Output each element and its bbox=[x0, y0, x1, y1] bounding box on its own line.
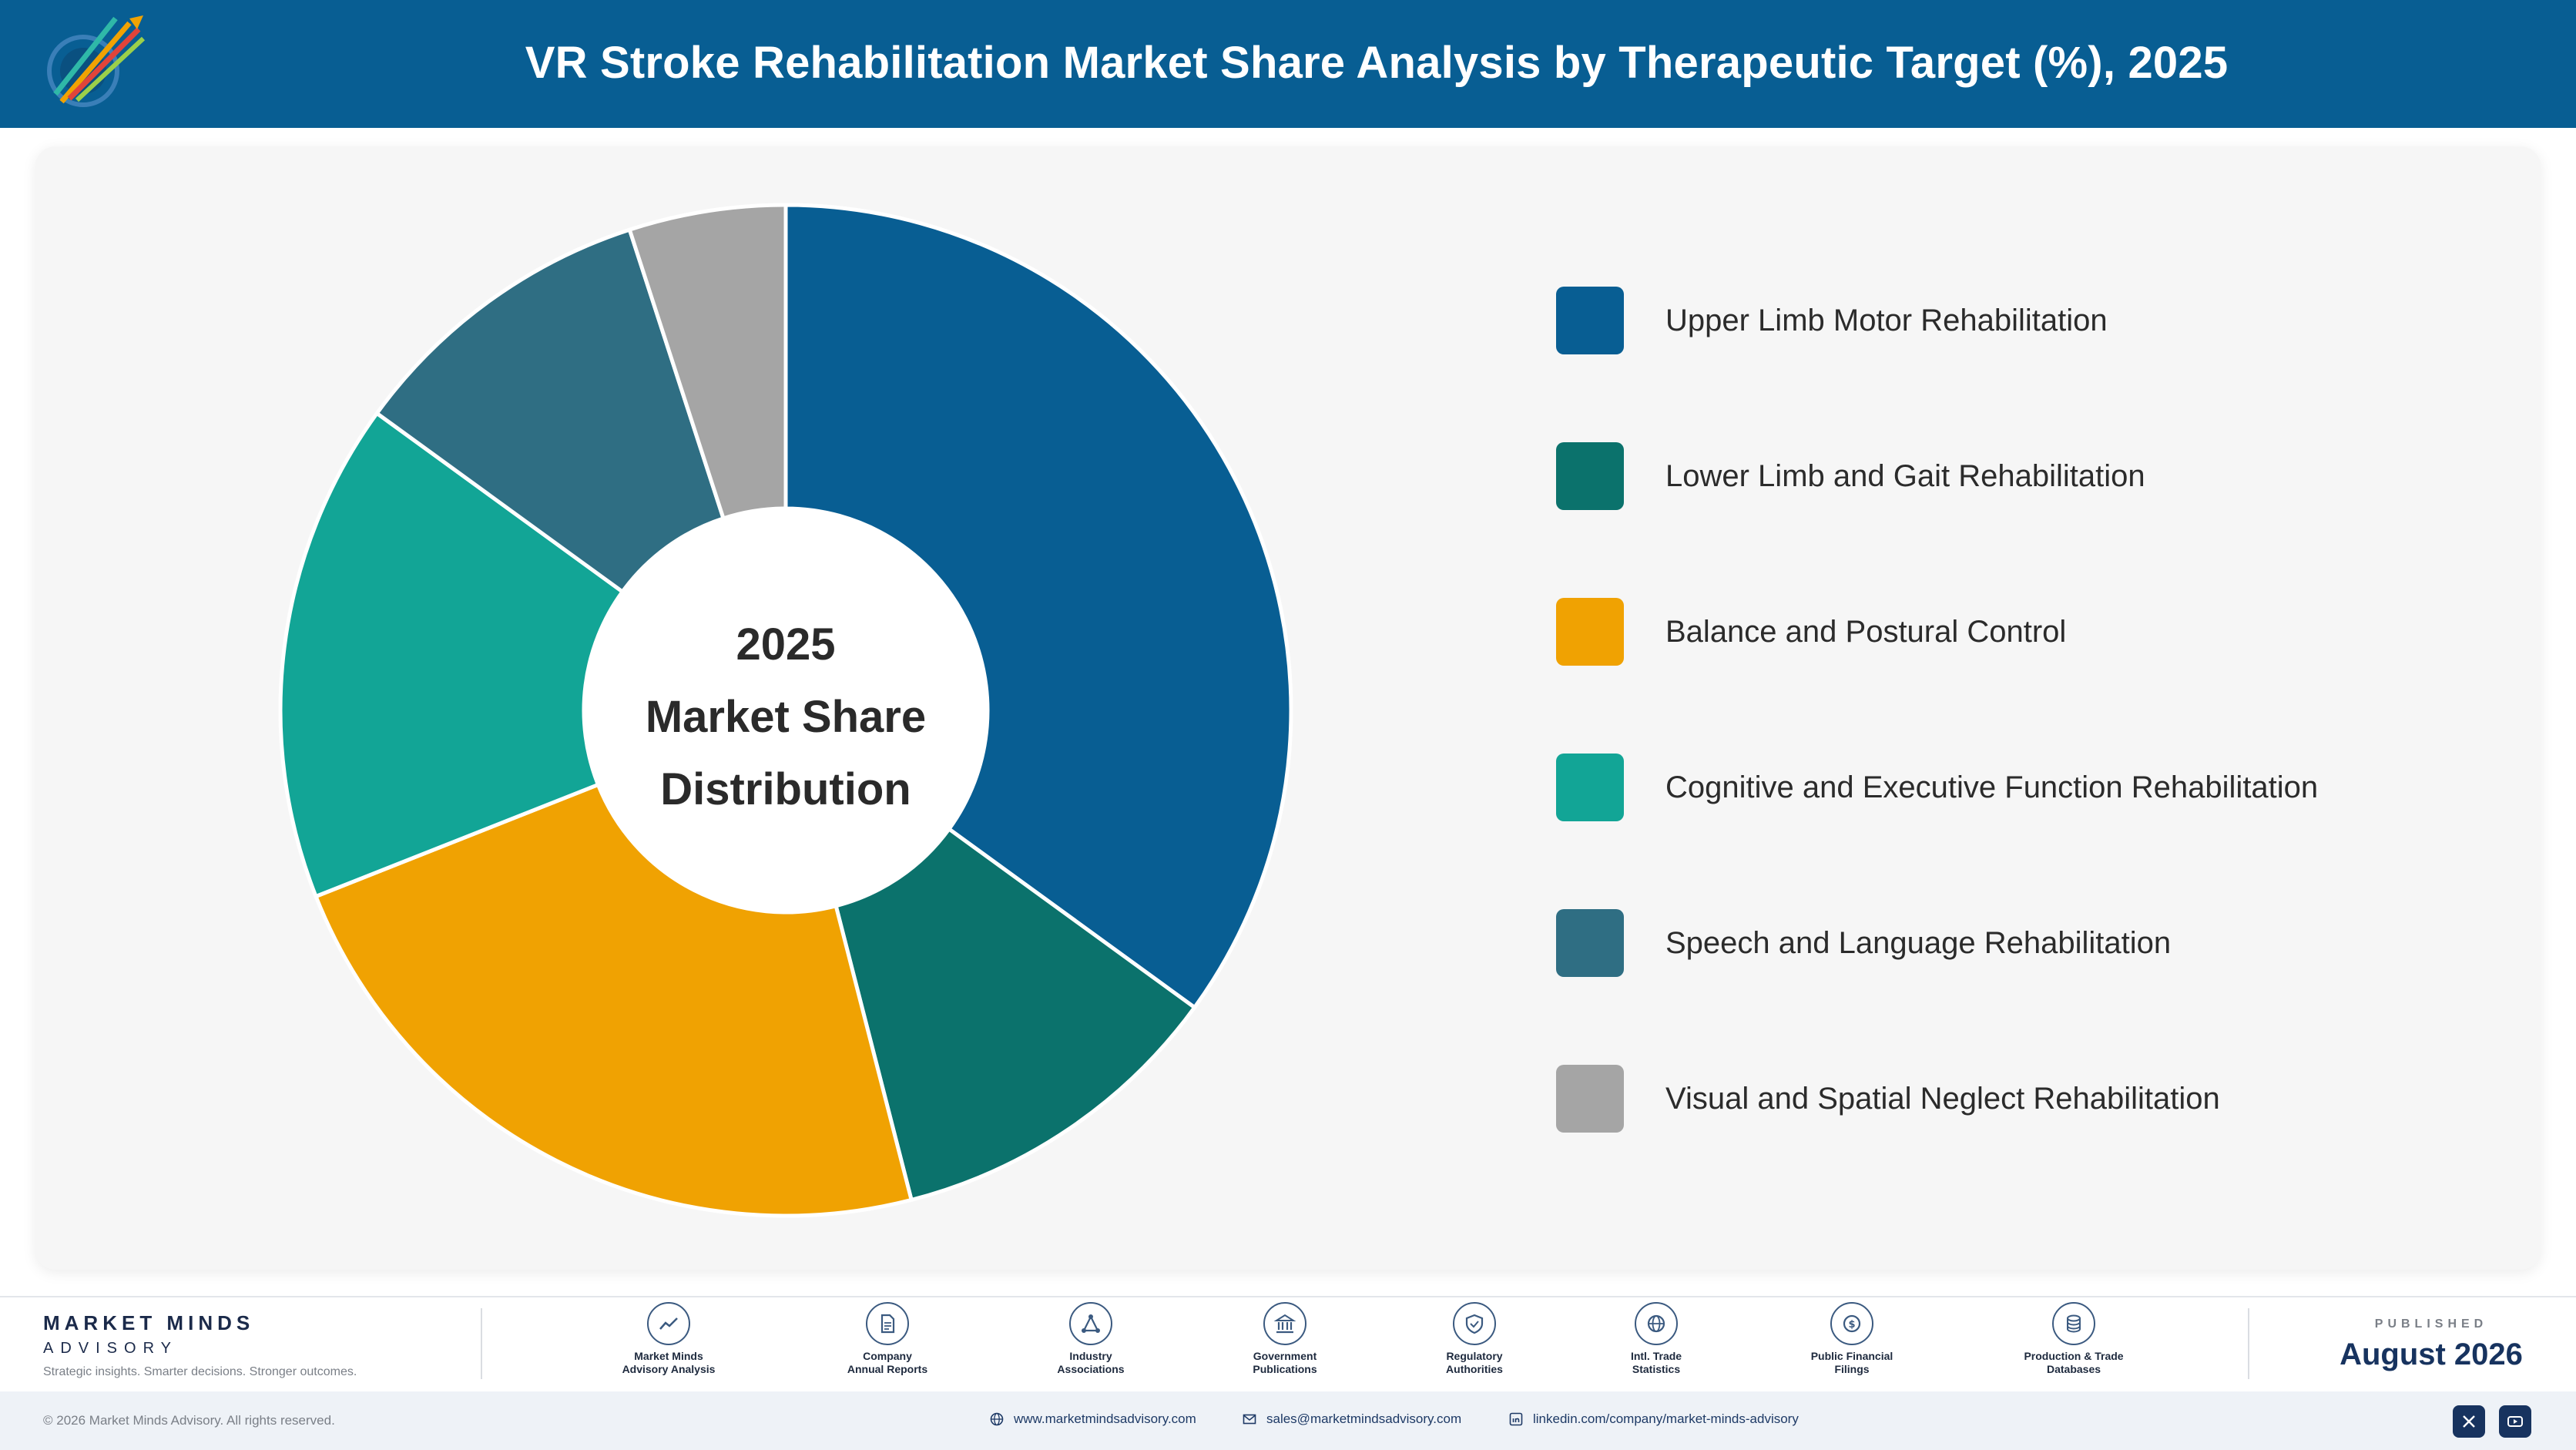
published-block: PUBLISHED August 2026 bbox=[2331, 1317, 2531, 1372]
legend-swatch bbox=[1556, 909, 1624, 977]
source-item: Regulatory Authorities bbox=[1397, 1302, 1551, 1376]
source-list: Market Minds Advisory Analysis Company A… bbox=[0, 1302, 2576, 1391]
legend-label: Speech and Language Rehabilitation bbox=[1665, 925, 2172, 960]
published-label: PUBLISHED bbox=[2374, 1317, 2488, 1331]
source-item: $ Public Financial Filings bbox=[1775, 1302, 1929, 1376]
legend-swatch bbox=[1556, 754, 1624, 821]
legend-label: Lower Limb and Gait Rehabilitation bbox=[1665, 458, 2145, 493]
legend-swatch bbox=[1556, 1065, 1624, 1133]
center-label-line3: Distribution bbox=[660, 764, 911, 814]
source-item: Intl. Trade Statistics bbox=[1579, 1302, 1733, 1376]
network-icon bbox=[1069, 1302, 1112, 1345]
database-icon bbox=[2052, 1302, 2095, 1345]
bottom-bar: © 2026 Market Minds Advisory. All rights… bbox=[0, 1391, 2576, 1450]
website-text: www.marketmindsadvisory.com bbox=[1014, 1411, 1196, 1426]
mail-icon bbox=[1243, 1414, 1256, 1425]
legend-item: Cognitive and Executive Function Rehabil… bbox=[1556, 754, 2519, 821]
source-item: Company Annual Reports bbox=[810, 1302, 964, 1376]
shield-icon bbox=[1453, 1302, 1496, 1345]
svg-text:$: $ bbox=[1848, 1319, 1855, 1331]
source-label: Production & Trade Databases bbox=[2024, 1350, 2124, 1375]
copyright-text: © 2026 Market Minds Advisory. All rights… bbox=[43, 1413, 335, 1428]
legend-swatch bbox=[1556, 287, 1624, 354]
source-item: Market Minds Advisory Analysis bbox=[592, 1302, 746, 1376]
donut-hole bbox=[584, 509, 988, 912]
trend-icon bbox=[647, 1302, 690, 1345]
legend-item: Visual and Spatial Neglect Rehabilitatio… bbox=[1556, 1065, 2519, 1133]
coin-icon: $ bbox=[1830, 1302, 1873, 1345]
source-label: Intl. Trade Statistics bbox=[1630, 1350, 1682, 1375]
legend-item: Balance and Postural Control bbox=[1556, 598, 2519, 666]
source-item: Production & Trade Databases bbox=[1997, 1302, 2151, 1376]
legend-label: Balance and Postural Control bbox=[1665, 614, 2067, 649]
header-bar: VR Stroke Rehabilitation Market Share An… bbox=[0, 0, 2576, 128]
footer: MARKET MINDS ADVISORY Strategic insights… bbox=[0, 1296, 2576, 1391]
source-label: Industry Associations bbox=[1057, 1350, 1125, 1375]
linkedin-text: linkedin.com/company/market-minds-adviso… bbox=[1533, 1411, 1799, 1426]
published-date: August 2026 bbox=[2340, 1338, 2523, 1371]
legend-label: Cognitive and Executive Function Rehabil… bbox=[1665, 770, 2319, 804]
youtube-icon bbox=[2507, 1416, 2523, 1427]
x-social-button[interactable] bbox=[2453, 1405, 2485, 1438]
brand-tagline: Strategic insights. Smarter decisions. S… bbox=[43, 1365, 357, 1378]
globe-icon bbox=[1635, 1302, 1678, 1345]
donut-center-label: 2025 Market Share Distribution bbox=[593, 609, 978, 826]
legend-label: Upper Limb Motor Rehabilitation bbox=[1665, 303, 2108, 337]
legend-item: Speech and Language Rehabilitation bbox=[1556, 909, 2519, 977]
divider bbox=[2248, 1308, 2249, 1379]
footer-brand: MARKET MINDS ADVISORY Strategic insights… bbox=[43, 1311, 357, 1379]
source-label: Government Publications bbox=[1253, 1350, 1317, 1375]
source-label: Market Minds Advisory Analysis bbox=[622, 1350, 716, 1375]
legend-label: Visual and Spatial Neglect Rehabilitatio… bbox=[1665, 1081, 2220, 1116]
center-label-line2: Market Share bbox=[645, 692, 927, 742]
page-title: VR Stroke Rehabilitation Market Share An… bbox=[525, 38, 2229, 88]
source-label: Regulatory Authorities bbox=[1446, 1350, 1503, 1375]
donut-chart bbox=[278, 203, 1293, 1218]
email-link[interactable]: sales@marketmindsadvisory.com bbox=[1242, 1411, 1461, 1427]
legend-item: Upper Limb Motor Rehabilitation bbox=[1556, 287, 2519, 354]
brand-name: MARKET MINDS bbox=[43, 1311, 255, 1334]
legend-item: Lower Limb and Gait Rehabilitation bbox=[1556, 442, 2519, 510]
linkedin-link[interactable]: linkedin.com/company/market-minds-adviso… bbox=[1508, 1411, 1799, 1427]
source-item: Industry Associations bbox=[1014, 1302, 1168, 1376]
email-text: sales@marketmindsadvisory.com bbox=[1266, 1411, 1462, 1426]
divider bbox=[481, 1308, 482, 1379]
building-icon bbox=[1263, 1302, 1306, 1345]
center-label-year: 2025 bbox=[736, 619, 836, 670]
legend-swatch bbox=[1556, 598, 1624, 666]
youtube-social-button[interactable] bbox=[2499, 1405, 2531, 1438]
linkedin-icon bbox=[1509, 1412, 1523, 1426]
x-icon bbox=[2463, 1415, 2475, 1428]
company-logo bbox=[47, 15, 146, 107]
source-item: Government Publications bbox=[1208, 1302, 1362, 1376]
globe-icon bbox=[990, 1412, 1004, 1426]
brand-sub: ADVISORY bbox=[43, 1340, 178, 1357]
legend-swatch bbox=[1556, 442, 1624, 510]
website-link[interactable]: www.marketmindsadvisory.com bbox=[989, 1411, 1196, 1427]
document-icon bbox=[866, 1302, 909, 1345]
source-label: Public Financial Filings bbox=[1810, 1350, 1893, 1375]
source-label: Company Annual Reports bbox=[847, 1350, 928, 1375]
